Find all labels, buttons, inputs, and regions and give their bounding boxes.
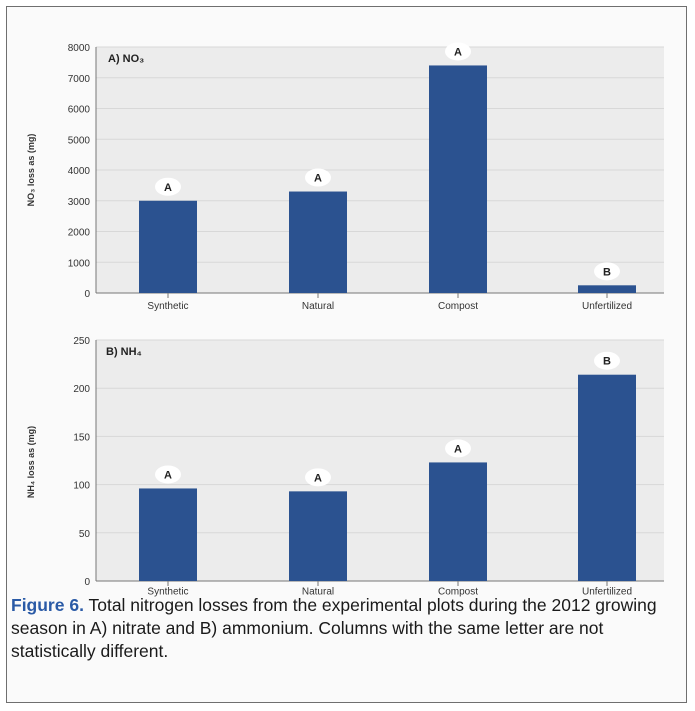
significance-letter-2-unfertilized: B <box>603 356 611 368</box>
significance-letter-1-natural: A <box>314 173 322 185</box>
category-label-1-compost: Compost <box>438 301 478 312</box>
category-label-2-unfertilized: Unfertilized <box>582 587 632 598</box>
significance-letter-2-compost: A <box>454 443 462 455</box>
letter-badge-2-unfertilized <box>594 351 620 370</box>
category-label-1-synthetic: Synthetic <box>147 301 188 312</box>
panel-label-2: B) NH₄ <box>106 346 142 358</box>
y-tick-label-1-1: 1000 <box>68 258 91 269</box>
figure-caption: Figure 6. Total nitrogen losses from the… <box>11 594 681 663</box>
significance-letter-1-compost: A <box>454 46 462 58</box>
significance-letter-2-natural: A <box>314 472 322 484</box>
letter-badge-1-compost <box>445 42 471 61</box>
letter-badge-2-natural <box>305 468 331 487</box>
y-tick-label-2-5: 250 <box>73 336 90 347</box>
category-label-2-compost: Compost <box>438 587 478 598</box>
figure-label: Figure 6. <box>11 595 84 615</box>
bar-2-synthetic <box>139 488 197 581</box>
y-tick-label-1-2: 2000 <box>68 228 91 239</box>
bar-2-compost <box>429 462 487 581</box>
y-tick-label-1-0: 0 <box>84 289 90 300</box>
y-axis-title-2: NH₄ loss as (mg) <box>26 426 36 498</box>
y-tick-label-2-1: 50 <box>79 529 91 540</box>
bar-2-unfertilized <box>578 374 636 581</box>
bar-1-synthetic <box>139 200 197 293</box>
figure-caption-text: Total nitrogen losses from the experimen… <box>11 595 657 661</box>
letter-badge-1-synthetic <box>155 177 181 196</box>
y-tick-label-2-3: 150 <box>73 432 90 443</box>
significance-letter-1-unfertilized: B <box>603 266 611 278</box>
y-tick-label-1-5: 5000 <box>68 135 91 146</box>
letter-badge-2-compost <box>445 439 471 458</box>
letter-badge-2-synthetic <box>155 465 181 484</box>
letter-badge-1-unfertilized <box>594 262 620 281</box>
y-axis-title-1: NO₃ loss as (mg) <box>26 134 36 207</box>
panel-label-1: A) NO₃ <box>108 53 144 65</box>
bar-1-unfertilized <box>578 285 636 293</box>
category-label-1-unfertilized: Unfertilized <box>582 301 632 312</box>
y-tick-label-1-3: 3000 <box>68 197 91 208</box>
significance-letter-2-synthetic: A <box>164 469 172 481</box>
bar-2-natural <box>289 491 347 581</box>
category-label-2-natural: Natural <box>302 587 334 598</box>
category-label-1-natural: Natural <box>302 301 334 312</box>
bar-1-natural <box>289 191 347 293</box>
letter-badge-1-natural <box>305 168 331 187</box>
significance-letter-1-synthetic: A <box>164 182 172 194</box>
y-tick-label-1-4: 4000 <box>68 166 91 177</box>
category-label-2-synthetic: Synthetic <box>147 587 188 598</box>
y-tick-label-1-6: 6000 <box>68 105 91 116</box>
y-tick-label-1-8: 8000 <box>68 43 91 54</box>
y-tick-label-1-7: 7000 <box>68 74 91 85</box>
y-tick-label-2-2: 100 <box>73 481 90 492</box>
bar-1-compost <box>429 65 487 293</box>
y-tick-label-2-0: 0 <box>84 577 90 588</box>
y-tick-label-2-4: 200 <box>73 384 90 395</box>
